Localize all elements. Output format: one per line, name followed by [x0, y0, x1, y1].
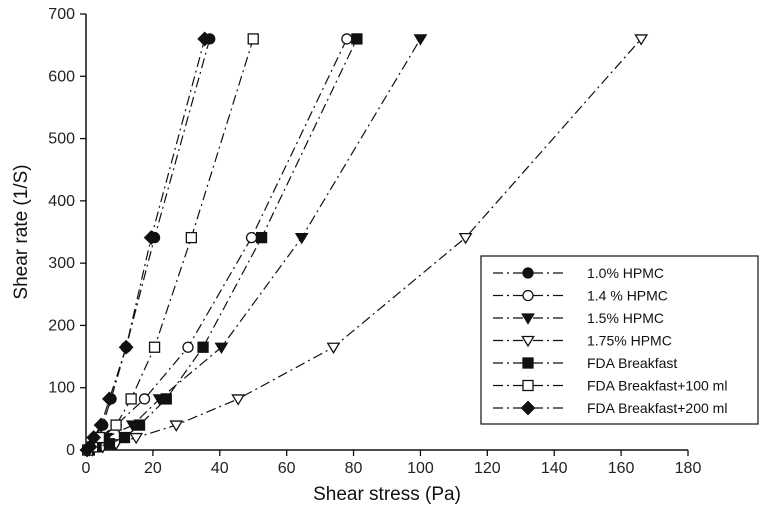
data-point — [522, 289, 534, 302]
x-tick-label: 60 — [278, 460, 296, 477]
series-1 — [82, 33, 216, 456]
x-tick-label: 120 — [474, 460, 501, 477]
legend-label: FDA Breakfast+200 ml — [587, 400, 727, 416]
series-3 — [82, 34, 428, 457]
x-tick-label: 0 — [82, 460, 91, 477]
data-point — [125, 393, 137, 405]
y-tick-label: 600 — [48, 68, 75, 85]
data-point — [197, 341, 209, 353]
x-tick-label: 40 — [211, 460, 229, 477]
data-point — [634, 34, 649, 46]
data-point — [521, 335, 535, 348]
x-axis-title: Shear stress (Pa) — [313, 484, 461, 505]
data-point — [182, 341, 194, 353]
legend-item: 1.0% HPMC — [493, 265, 664, 281]
data-point — [522, 379, 534, 392]
data-point — [118, 431, 131, 444]
data-point — [341, 33, 353, 45]
data-point — [110, 419, 122, 431]
data-point — [522, 357, 534, 369]
data-point — [247, 33, 259, 45]
data-point — [101, 391, 117, 407]
y-tick-label: 200 — [48, 317, 75, 334]
series-2 — [83, 33, 353, 456]
data-point — [351, 33, 363, 45]
legend-item: FDA Breakfast+200 ml — [493, 400, 727, 416]
x-tick-label: 80 — [345, 460, 363, 477]
series-line — [89, 38, 348, 451]
legend-item: FDA Breakfast — [493, 355, 677, 371]
data-point — [326, 342, 341, 354]
x-tick-label: 140 — [541, 460, 568, 477]
series-7 — [79, 31, 213, 458]
legend-label: FDA Breakfast+100 ml — [587, 378, 727, 394]
ticks-group: 0 20 40 60 80 100 120 140 160 180 0 100 200 300 400 500… — [48, 6, 701, 477]
legend-label: FDA Breakfast — [587, 355, 677, 371]
y-tick-label: 400 — [48, 193, 75, 210]
data-point — [255, 231, 268, 244]
data-point — [169, 420, 184, 432]
data-point — [521, 313, 535, 325]
data-point — [86, 430, 102, 445]
y-tick-label: 700 — [48, 6, 75, 23]
legend-item: 1.4 % HPMC — [493, 288, 668, 304]
data-point — [520, 400, 536, 416]
data-point — [103, 438, 116, 450]
data-point — [197, 31, 213, 47]
legend: 1.0% HPMC 1.4 % HPMC 1.5% HPMC 1.75% HPMC FD… — [480, 255, 759, 425]
data-point — [118, 339, 134, 355]
x-tick-label: 20 — [144, 460, 162, 477]
x-tick-label: 160 — [608, 460, 635, 477]
series-line — [87, 38, 211, 451]
y-tick-label: 100 — [48, 380, 75, 397]
y-tick-label: 0 — [66, 442, 75, 459]
y-axis-title: Shear rate (1/S) — [11, 164, 32, 299]
data-point — [148, 341, 161, 353]
axes-group — [85, 14, 688, 451]
data-point — [413, 34, 428, 46]
legend-label: 1.4 % HPMC — [587, 288, 668, 304]
data-point — [143, 230, 159, 246]
data-point — [160, 393, 172, 405]
series-6 — [82, 33, 259, 456]
legend-label: 1.75% HPMC — [587, 333, 672, 349]
data-point — [245, 231, 258, 244]
legend-label: 1.0% HPMC — [587, 265, 664, 281]
data-point — [93, 417, 109, 433]
data-point — [138, 393, 151, 405]
data-point — [185, 231, 198, 244]
data-point — [522, 267, 534, 279]
x-tick-label: 100 — [407, 460, 434, 477]
y-tick-label: 300 — [48, 255, 75, 272]
legend-item: 1.5% HPMC — [493, 310, 664, 326]
data-point — [133, 419, 146, 431]
plot-area — [79, 31, 649, 458]
data-point — [231, 394, 246, 406]
series-line — [89, 38, 358, 451]
x-tick-label: 180 — [675, 460, 702, 477]
data-point — [294, 232, 309, 245]
series-line — [89, 38, 421, 451]
data-point — [129, 432, 144, 445]
y-tick-label: 500 — [48, 131, 75, 148]
series-line — [86, 38, 206, 451]
series-5 — [83, 33, 363, 456]
data-point — [214, 342, 229, 354]
legend-item: FDA Breakfast+100 ml — [493, 378, 727, 394]
data-point — [458, 232, 473, 245]
legend-item: 1.75% HPMC — [493, 333, 672, 349]
legend-label: 1.5% HPMC — [587, 310, 664, 326]
